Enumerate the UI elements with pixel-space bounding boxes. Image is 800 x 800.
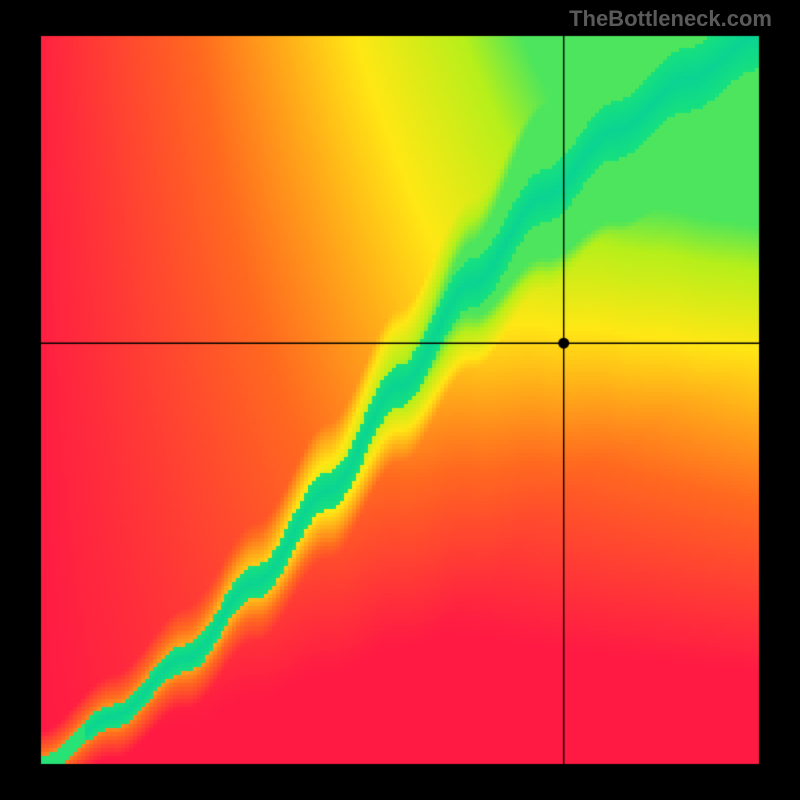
watermark-text: TheBottleneck.com bbox=[569, 6, 772, 32]
bottleneck-heatmap bbox=[0, 0, 800, 800]
chart-container: TheBottleneck.com bbox=[0, 0, 800, 800]
